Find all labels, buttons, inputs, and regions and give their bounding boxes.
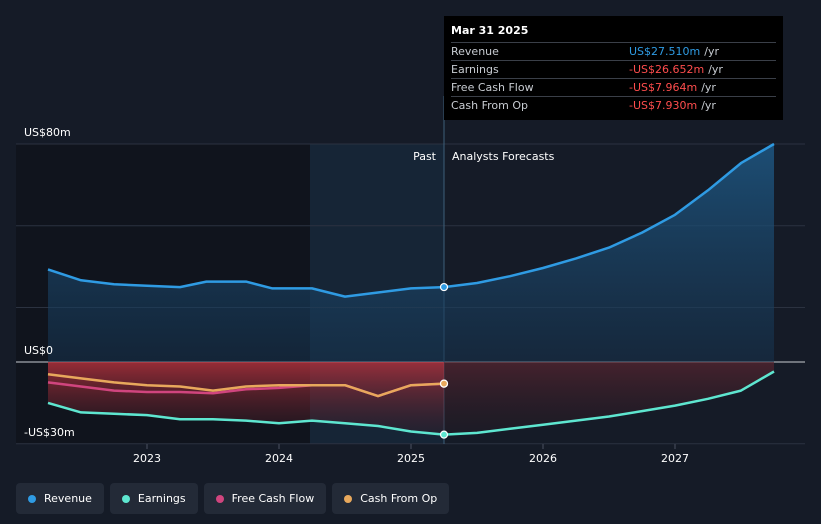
legend-dot-icon: [215, 494, 224, 503]
tooltip-row-value: -US$7.964m: [629, 81, 698, 94]
tooltip-row: Revenue US$27.510m/yr: [451, 42, 776, 60]
x-tick-label: 2025: [397, 452, 425, 465]
cash-from-op-marker: [439, 379, 449, 388]
earnings-marker: [439, 430, 449, 439]
tooltip-row: Cash From Op -US$7.930m/yr: [451, 96, 776, 114]
revenue-area: [48, 144, 774, 362]
tooltip-row-unit: /yr: [708, 63, 723, 76]
tooltip-row: Earnings -US$26.652m/yr: [451, 60, 776, 78]
legend-item-cash-from-op[interactable]: Cash From Op: [332, 483, 450, 514]
legend-label: Cash From Op: [360, 492, 438, 505]
tooltip-row-label: Free Cash Flow: [451, 81, 534, 94]
legend-dot-icon: [28, 494, 36, 503]
tooltip-row-unit: /yr: [701, 81, 716, 94]
cash-from-op-line: [47, 373, 445, 398]
legend-item-earnings[interactable]: Earnings: [109, 483, 198, 514]
legend-label: Earnings: [137, 492, 186, 505]
forecast-label: Analysts Forecasts: [452, 150, 555, 163]
x-tick-label: 2023: [133, 452, 161, 465]
y-label-bottom: -US$30m: [24, 426, 75, 439]
earnings-line: [47, 370, 775, 436]
tooltip-row-label: Cash From Op: [451, 99, 529, 112]
earnings-area-past: [48, 362, 444, 435]
x-tick-label: 2024: [265, 452, 293, 465]
revenue-marker: [439, 282, 449, 292]
tooltip-row-label: Earnings: [451, 63, 499, 76]
revenue-line: [47, 142, 775, 298]
past-label: Past: [413, 150, 437, 163]
tooltip-row-label: Revenue: [451, 45, 499, 58]
y-label-zero: US$0: [24, 344, 53, 357]
legend-dot-icon: [344, 494, 353, 503]
tooltip-row-value: -US$26.652m: [629, 63, 705, 76]
legend-dot-icon: [121, 494, 130, 503]
x-tick-label: 2027: [661, 452, 689, 465]
legend-item-revenue[interactable]: Revenue: [16, 483, 104, 514]
tooltip-date: Mar 31 2025: [451, 24, 529, 37]
tooltip-row-value: -US$7.930m: [629, 99, 698, 112]
legend: Revenue Earnings Free Cash Flow Cash From O…: [16, 483, 450, 514]
legend-item-free-cash-flow[interactable]: Free Cash Flow: [203, 483, 327, 514]
legend-label: Free Cash Flow: [231, 492, 315, 505]
y-label-top: US$80m: [24, 126, 71, 139]
tooltip: Mar 31 2025 Revenue US$27.510m/yr Earnings…: [444, 16, 783, 120]
legend-label: Revenue: [44, 492, 92, 505]
x-tick-label: 2026: [529, 452, 557, 465]
tooltip-row-value: US$27.510m: [629, 45, 701, 58]
tooltip-row-unit: /yr: [704, 45, 719, 58]
tooltip-row: Free Cash Flow -US$7.964m/yr: [451, 78, 776, 96]
earnings-area-forecast: [444, 362, 774, 435]
tooltip-row-unit: /yr: [701, 99, 716, 112]
